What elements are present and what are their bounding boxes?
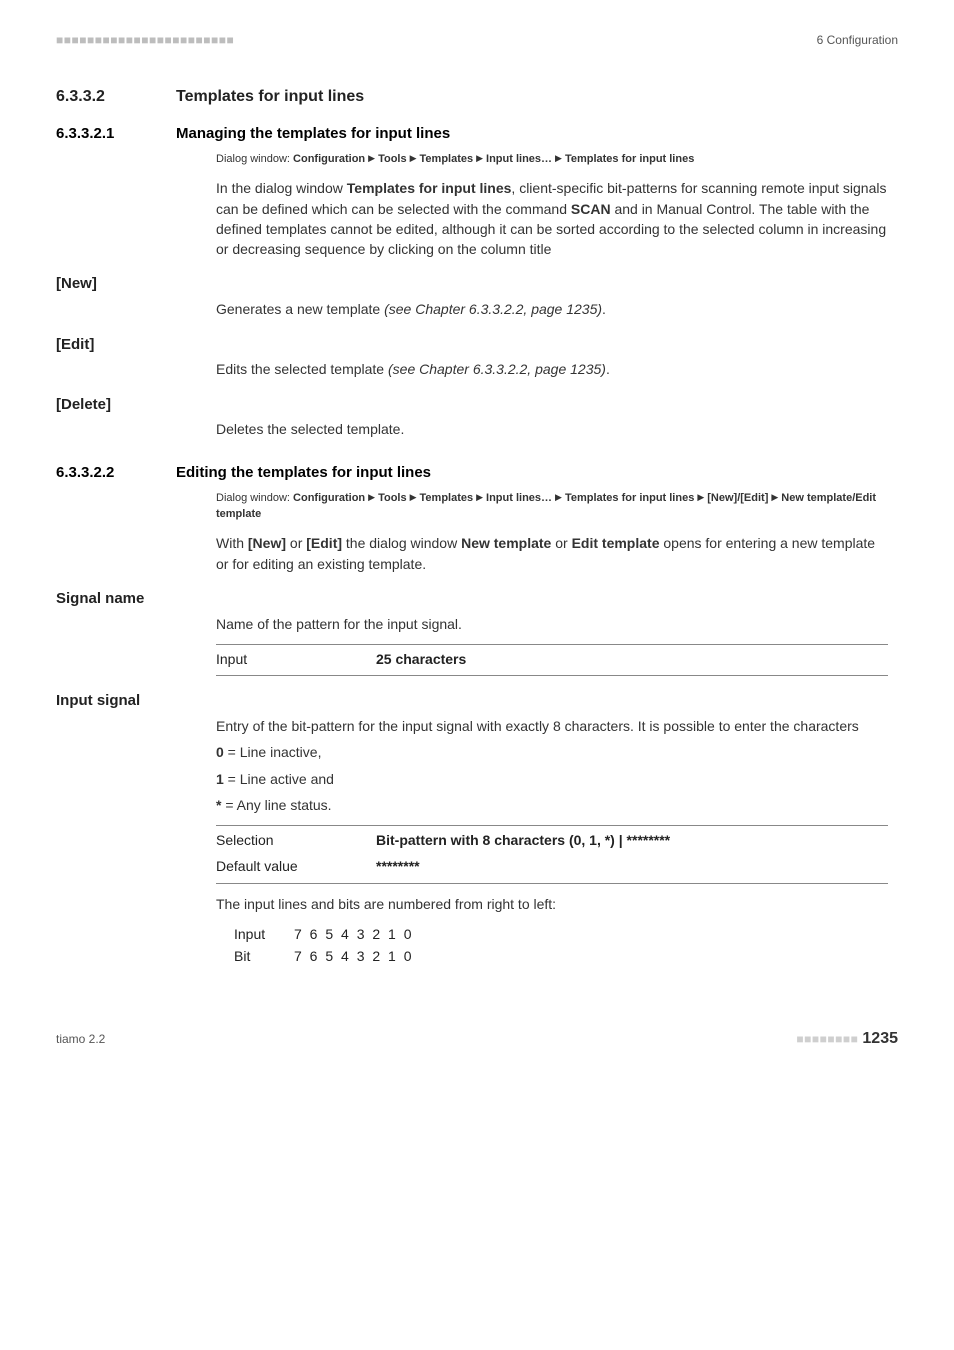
path-seg: Input lines… xyxy=(486,153,552,165)
term-input-signal: Input signal xyxy=(56,690,898,712)
numbered-desc: The input lines and bits are numbered fr… xyxy=(216,894,888,914)
path-seg: Templates for input lines xyxy=(565,153,694,165)
input-signal-desc: Entry of the bit-pattern for the input s… xyxy=(216,716,888,736)
section-title: Templates for input lines xyxy=(176,85,364,108)
path-seg: Tools xyxy=(378,153,407,165)
section-title: Editing the templates for input lines xyxy=(176,462,431,484)
signal-name-desc: Name of the pattern for the input signal… xyxy=(216,614,888,634)
section-managing: 6.3.3.2.1 Managing the templates for inp… xyxy=(56,123,898,145)
list-item: * = Any line status. xyxy=(216,795,888,815)
path-seg: Tools xyxy=(378,492,407,504)
page-header: ■■■■■■■■■■■■■■■■■■■■■■■ 6 Configuration xyxy=(56,32,898,49)
bit-row-value: 7 6 5 4 3 2 1 0 xyxy=(294,946,414,966)
section-templates: 6.3.3.2 Templates for input lines xyxy=(56,85,898,108)
dialog-path-label: Dialog window: xyxy=(216,492,290,504)
path-seg: Templates for input lines xyxy=(565,492,694,504)
kv-key: Input xyxy=(216,649,376,669)
dialog-path-label: Dialog window: xyxy=(216,153,290,165)
bit-row-label: Input xyxy=(234,924,294,944)
kv-val: Bit-pattern with 8 characters (0, 1, *) … xyxy=(376,830,670,850)
bit-row-value: 7 6 5 4 3 2 1 0 xyxy=(294,924,414,944)
footer-left: tiamo 2.2 xyxy=(56,1031,105,1048)
chevron-right-icon: ▶ xyxy=(476,491,483,504)
chevron-right-icon: ▶ xyxy=(555,152,562,165)
kv-val: ******** xyxy=(376,856,420,876)
section-number: 6.3.3.2.1 xyxy=(56,123,176,145)
bit-row-bit: Bit 7 6 5 4 3 2 1 0 xyxy=(234,946,888,966)
dialog-path-2: Dialog window: Configuration▶Tools▶Templ… xyxy=(216,491,888,523)
chevron-right-icon: ▶ xyxy=(697,491,704,504)
section-number: 6.3.3.2 xyxy=(56,85,176,108)
edit-desc: Edits the selected template (see Chapter… xyxy=(216,359,888,379)
section-number: 6.3.3.2.2 xyxy=(56,462,176,484)
chevron-right-icon: ▶ xyxy=(476,152,483,165)
path-seg: Configuration xyxy=(293,492,365,504)
header-right: 6 Configuration xyxy=(817,32,898,49)
list-item: 0 = Line inactive, xyxy=(216,742,888,762)
page-footer: tiamo 2.2 ■■■■■■■■ 1235 xyxy=(56,1027,898,1050)
section-title: Managing the templates for input lines xyxy=(176,123,450,145)
chevron-right-icon: ▶ xyxy=(410,152,417,165)
path-seg: Templates xyxy=(420,153,474,165)
chevron-right-icon: ▶ xyxy=(368,491,375,504)
bit-row-input: Input 7 6 5 4 3 2 1 0 xyxy=(234,924,888,944)
kv-key: Default value xyxy=(216,856,376,876)
input-signal-table: Selection Bit-pattern with 8 characters … xyxy=(216,825,888,884)
edit-intro-paragraph: With [New] or [Edit] the dialog window N… xyxy=(216,533,888,574)
signal-name-table: Input 25 characters xyxy=(216,644,888,676)
term-new: [New] xyxy=(56,273,898,295)
term-signal-name: Signal name xyxy=(56,588,898,610)
footer-page: 1235 xyxy=(862,1030,898,1047)
list-item: 1 = Line active and xyxy=(216,769,888,789)
table-row: Selection Bit-pattern with 8 characters … xyxy=(216,826,888,856)
chevron-right-icon: ▶ xyxy=(555,491,562,504)
table-row: Input 25 characters xyxy=(216,645,888,675)
path-seg: Templates xyxy=(420,492,474,504)
footer-bars: ■■■■■■■■ xyxy=(796,1032,858,1046)
chevron-right-icon: ▶ xyxy=(410,491,417,504)
table-row: Default value ******** xyxy=(216,856,888,882)
kv-val: 25 characters xyxy=(376,649,466,669)
chevron-right-icon: ▶ xyxy=(368,152,375,165)
bit-index-block: Input 7 6 5 4 3 2 1 0 Bit 7 6 5 4 3 2 1 … xyxy=(234,924,888,967)
delete-desc: Deletes the selected template. xyxy=(216,419,888,439)
bit-row-label: Bit xyxy=(234,946,294,966)
term-delete: [Delete] xyxy=(56,394,898,416)
kv-key: Selection xyxy=(216,830,376,850)
new-desc: Generates a new template (see Chapter 6.… xyxy=(216,299,888,319)
path-seg: Configuration xyxy=(293,153,365,165)
dialog-path-1: Dialog window: Configuration▶Tools▶Templ… xyxy=(216,152,888,168)
section-editing: 6.3.3.2.2 Editing the templates for inpu… xyxy=(56,462,898,484)
intro-paragraph: In the dialog window Templates for input… xyxy=(216,178,888,259)
path-seg: Input lines… xyxy=(486,492,552,504)
footer-right: ■■■■■■■■ 1235 xyxy=(796,1027,898,1050)
chevron-right-icon: ▶ xyxy=(771,491,778,504)
path-seg: [New]/[Edit] xyxy=(707,492,768,504)
term-edit: [Edit] xyxy=(56,334,898,356)
header-left-mark: ■■■■■■■■■■■■■■■■■■■■■■■ xyxy=(56,32,234,49)
